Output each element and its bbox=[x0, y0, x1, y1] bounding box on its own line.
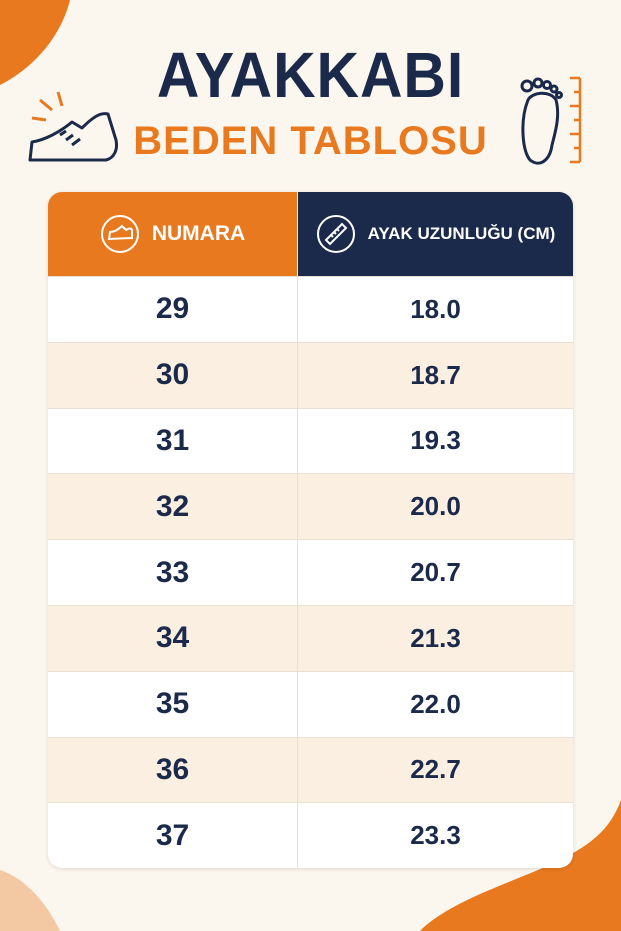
size-number: 32 bbox=[155, 489, 190, 523]
foot-length: 20.0 bbox=[297, 474, 573, 540]
motion-lines bbox=[31, 91, 64, 122]
foot-length: 19.3 bbox=[297, 408, 573, 474]
foot-length: 21.3 bbox=[297, 605, 573, 671]
table-row: 34 21.3 bbox=[48, 604, 573, 671]
foot-length: 18.7 bbox=[297, 342, 573, 408]
table-row: 29 18.0 bbox=[48, 276, 573, 342]
table-row: 36 22.7 bbox=[48, 736, 573, 803]
size-number: 30 bbox=[155, 358, 190, 392]
foot-length: 20.7 bbox=[297, 540, 573, 605]
ruler-badge bbox=[316, 215, 355, 253]
corner-blob bbox=[0, 0, 70, 85]
header-row: NUMARA AYAK UZUNLUĞU (CM) bbox=[48, 192, 573, 276]
table-row: 35 22.0 bbox=[48, 670, 573, 737]
foot-length: 22.7 bbox=[297, 737, 573, 803]
size-number: 37 bbox=[155, 818, 190, 852]
foot-icon bbox=[520, 77, 563, 165]
corner-blob bbox=[0, 870, 60, 931]
header-text: NUMARA bbox=[151, 222, 246, 245]
size-number: 33 bbox=[155, 555, 190, 589]
subtitle: BEDEN TABLOSU bbox=[133, 119, 488, 163]
size-number: 31 bbox=[155, 423, 190, 457]
size-number: 35 bbox=[155, 687, 190, 721]
shoe-badge bbox=[100, 215, 139, 253]
ruler-icon bbox=[570, 76, 582, 164]
table-row: 37 23.3 bbox=[48, 802, 573, 869]
title: AYAKKABI bbox=[156, 39, 465, 111]
size-table: NUMARA AYAK UZUNLUĞU (CM) 29 18.0 30 18.7 31… bbox=[48, 192, 573, 869]
table-row: 31 19.3 bbox=[48, 407, 573, 474]
foot-length: 18.0 bbox=[297, 277, 573, 342]
header-cell: AYAK UZUNLUĞU (CM) bbox=[297, 192, 573, 276]
table-row: 33 20.7 bbox=[48, 539, 573, 605]
header-cell: NUMARA bbox=[48, 192, 297, 276]
shoe-icon bbox=[28, 112, 118, 162]
foot-length: 23.3 bbox=[297, 803, 573, 869]
corner-blob bbox=[420, 800, 621, 931]
foot-length: 22.0 bbox=[297, 671, 573, 737]
size-number: 34 bbox=[155, 621, 190, 655]
header-text: AYAK UZUNLUĞU (CM) bbox=[367, 224, 556, 243]
table-row: 30 18.7 bbox=[48, 341, 573, 408]
size-number: 36 bbox=[155, 752, 190, 786]
table-row: 32 20.0 bbox=[48, 473, 573, 540]
size-number: 29 bbox=[155, 292, 190, 326]
